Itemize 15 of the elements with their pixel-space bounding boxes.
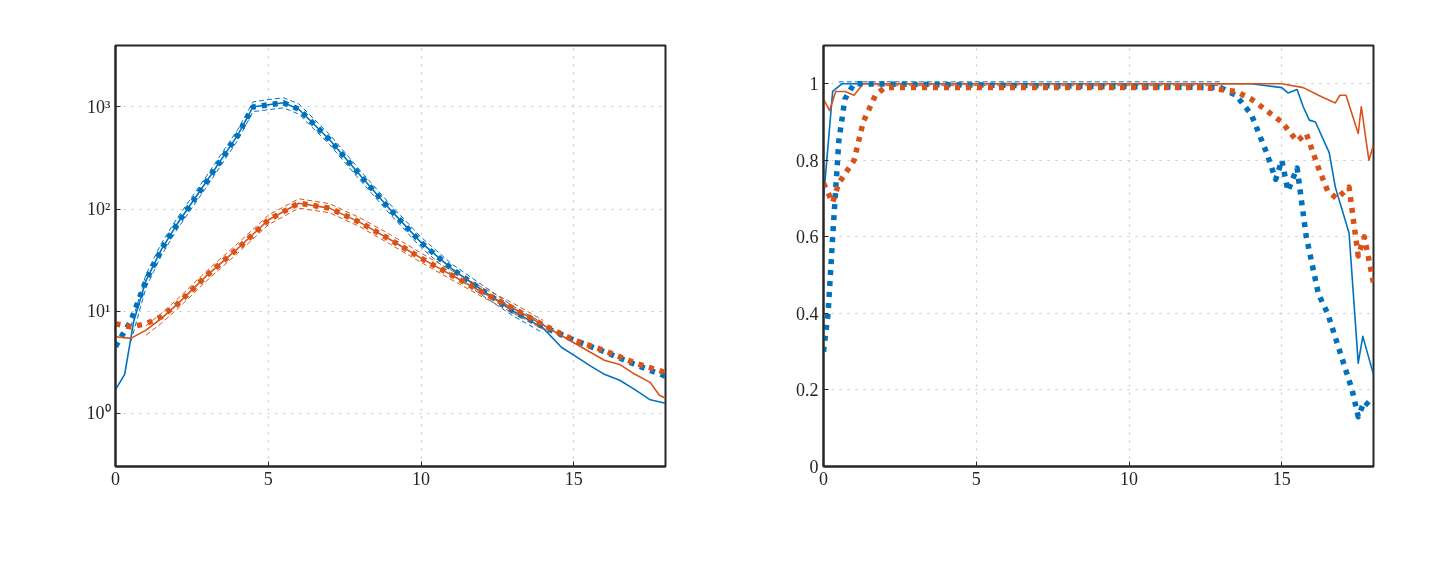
y-tick-label: 10² [87,199,111,220]
y-tick-label: 0.6 [796,227,819,248]
y-tick-label: 0.8 [796,150,819,171]
y-tick-label: 10¹ [87,301,111,322]
y-tick-label: 0.4 [796,303,819,324]
x-tick-label: 5 [263,468,273,489]
x-tick-label: 5 [971,468,981,489]
y-tick-label: 10⁰ [86,403,111,424]
y-tick-label: 10³ [87,96,112,117]
x-tick-label: 15 [564,468,583,489]
x-tick-label: 15 [1272,468,1291,489]
x-tick-label: 10 [412,468,431,489]
x-tick-label: 10 [1120,468,1139,489]
y-tick-label: 0.2 [796,380,819,401]
y-tick-label: 1 [809,74,819,95]
